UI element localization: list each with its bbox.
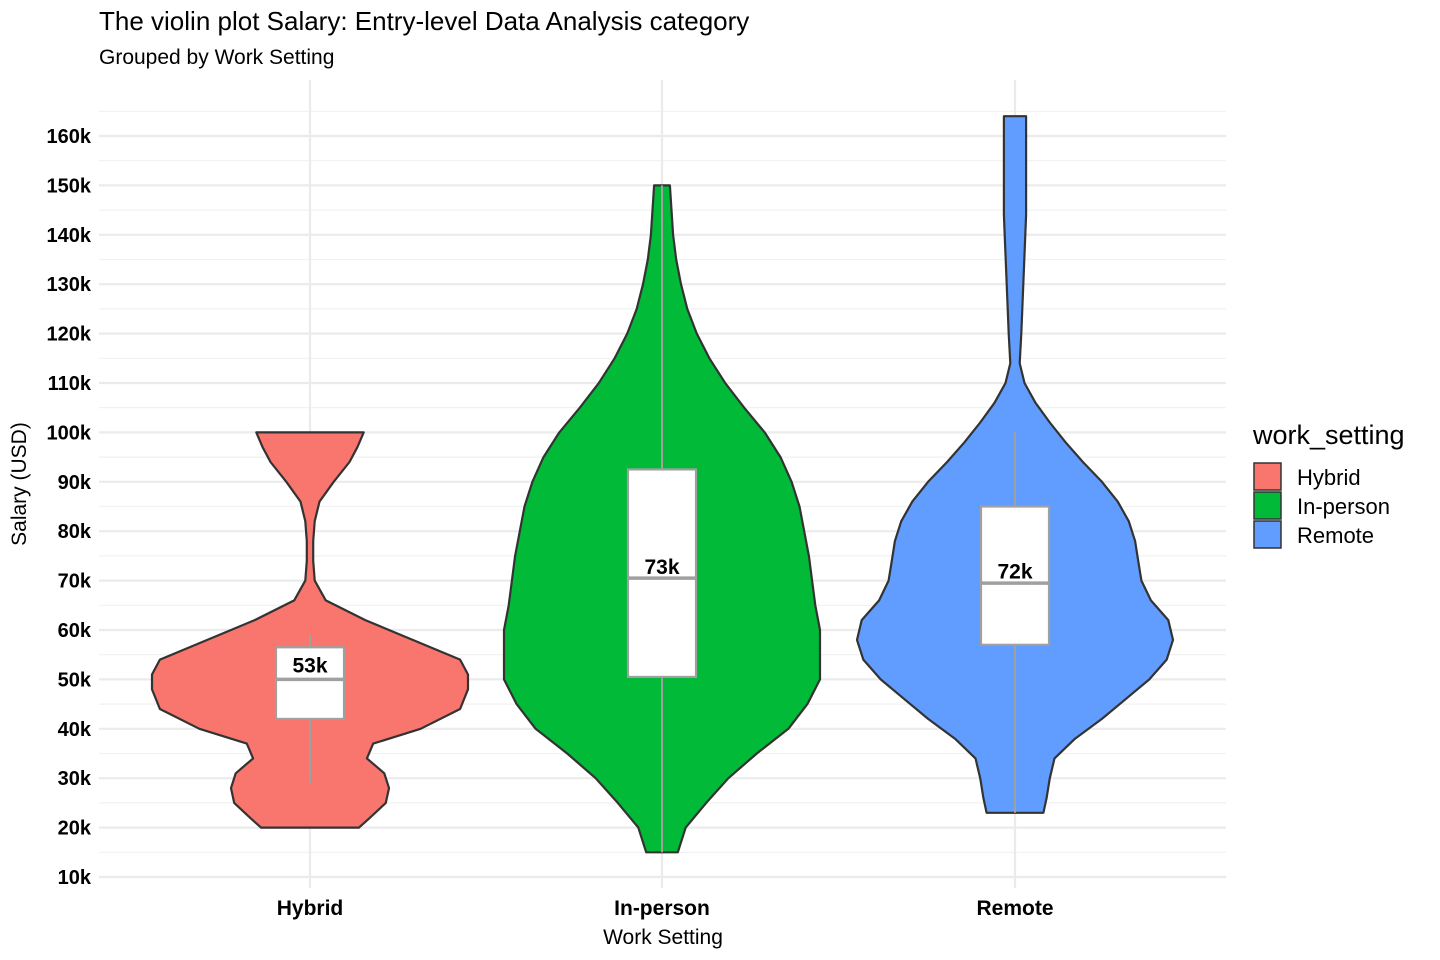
legend-label: Hybrid	[1297, 465, 1361, 490]
y-axis-label: Salary (USD)	[8, 422, 31, 546]
median-label: 53k	[292, 655, 327, 678]
y-tick-label: 20k	[58, 818, 92, 840]
median-label: 73k	[644, 556, 679, 579]
violins: 53k 73k 72k	[150, 115, 1175, 854]
y-tick-label: 10k	[58, 867, 92, 889]
y-tick-label: 60k	[58, 620, 92, 642]
legend-label: Remote	[1297, 523, 1374, 548]
x-tick-label: Remote	[976, 897, 1053, 920]
y-tick-label: 140k	[47, 225, 92, 247]
x-axis-label: Work Setting	[603, 926, 723, 949]
y-tick-label: 150k	[47, 175, 92, 197]
y-axis-ticks: 10k 20k 30k 40k 50k 60k 70k 80k 90k 100k 110k 120k 1…	[47, 126, 92, 889]
box-iqr	[274, 646, 346, 721]
legend: work_setting Hybrid In-person Remote	[1252, 420, 1405, 549]
y-tick-label: 110k	[48, 373, 92, 395]
y-tick-label: 130k	[47, 274, 92, 296]
y-tick-label: 90k	[58, 472, 92, 494]
median-label: 72k	[997, 561, 1032, 584]
legend-title: work_setting	[1252, 420, 1405, 450]
x-axis-ticks: Hybrid In-person Remote	[277, 897, 1054, 920]
y-tick-label: 120k	[47, 324, 92, 346]
chart-subtitle: Grouped by Work Setting	[99, 46, 334, 69]
legend-swatch-hybrid	[1253, 462, 1282, 491]
y-tick-label: 40k	[58, 719, 92, 741]
legend-swatch-in-person	[1253, 491, 1282, 520]
violin-hybrid	[150, 431, 470, 829]
legend-label: In-person	[1297, 494, 1390, 519]
y-tick-label: 160k	[47, 126, 92, 148]
y-tick-label: 30k	[58, 768, 92, 790]
x-tick-label: In-person	[614, 897, 710, 920]
x-tick-label: Hybrid	[277, 897, 344, 920]
legend-swatch-remote	[1253, 520, 1282, 549]
y-tick-label: 50k	[58, 669, 92, 691]
y-tick-label: 70k	[58, 571, 92, 593]
box-iqr	[626, 468, 698, 679]
chart-title: The violin plot Salary: Entry-level Data…	[99, 6, 749, 36]
box-iqr	[979, 505, 1051, 646]
y-tick-label: 100k	[47, 422, 92, 444]
y-tick-label: 80k	[58, 521, 92, 543]
